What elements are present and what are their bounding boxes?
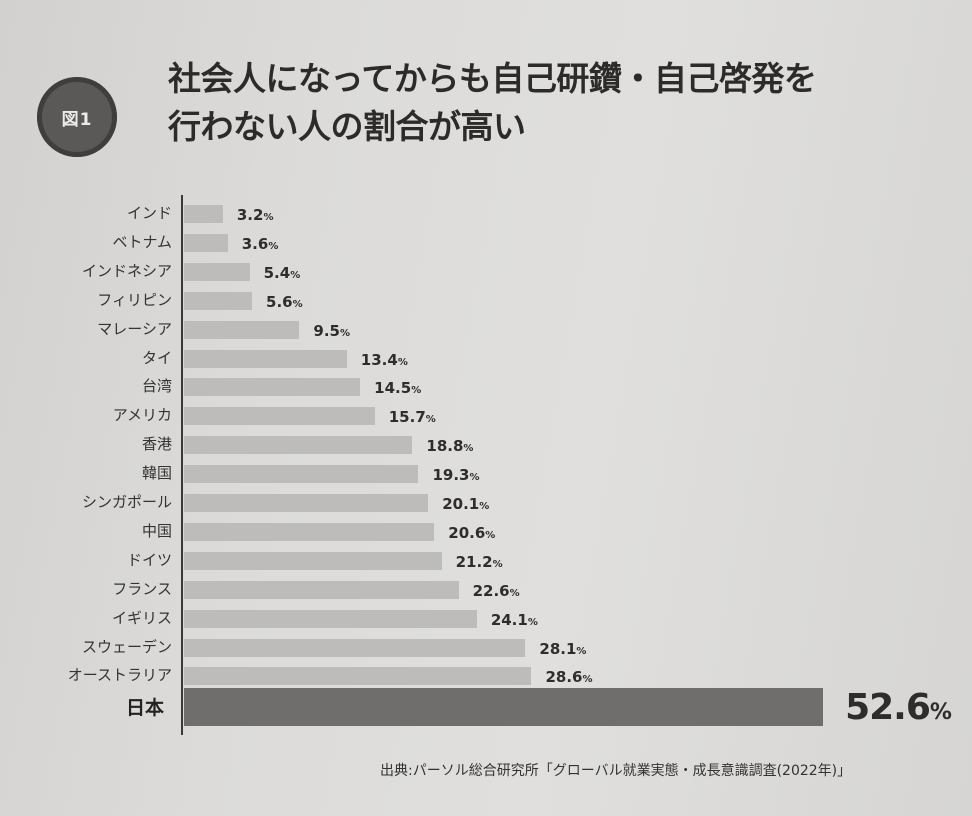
bar [184,494,429,512]
bar-row: オーストラリア 28.6% [0,665,972,686]
bar [184,321,300,339]
bar-row: 日本 52.6% [0,688,972,728]
bar-row: ベトナム 3.6% [0,232,972,253]
source-note: 出典:パーソル総合研究所「グローバル就業実態・成長意識調査(2022年)」 [380,763,852,779]
figure-number: 図1 [61,109,93,130]
value-label: 24.1% [490,611,538,629]
bar-row: イギリス 24.1% [0,608,972,629]
bar [184,263,250,281]
bar-row: スウェーデン 28.1% [0,637,972,658]
bar-row: 韓国 19.3% [0,463,972,484]
category-label: 日本 [125,697,164,719]
highlight-bar [184,688,824,726]
bar [184,610,477,628]
category-label: マレーシア [97,320,172,338]
bar [184,407,375,425]
bar [184,350,347,368]
category-label: アメリカ [112,406,172,424]
bar-row: シンガポール 20.1% [0,492,972,513]
category-label: 香港 [141,435,172,453]
figure-badge: 図1 [37,77,117,157]
value-label: 19.3% [432,466,480,484]
value-label: 15.7% [388,408,436,426]
value-label: 13.4% [360,351,408,369]
bar [184,205,223,223]
title-line-2: 行わない人の割合が高い [168,107,526,146]
bar-row: 中国 20.6% [0,521,972,542]
value-label: 14.5% [374,379,422,397]
category-label: ドイツ [126,551,172,569]
bar-row: ドイツ 21.2% [0,550,972,571]
category-label: インドネシア [81,262,172,280]
category-label: フランス [112,580,172,598]
value-label: 3.6% [241,235,279,253]
value-label: 20.1% [442,495,490,513]
category-label: インド [126,204,172,222]
bar-row: 台湾 14.5% [0,376,972,397]
value-label: 5.4% [263,264,301,282]
bar-row: アメリカ 15.7% [0,405,972,426]
category-label: スウェーデン [81,638,172,656]
y-axis-line [181,195,183,735]
bar [184,436,413,454]
bar-row: タイ 13.4% [0,348,972,369]
bar-row: フィリピン 5.6% [0,290,972,311]
bar [184,639,526,657]
category-label: 中国 [141,522,172,540]
bar-row: マレーシア 9.5% [0,319,972,340]
category-label: タイ [141,349,172,367]
bar-row: インド 3.2% [0,203,972,224]
title-line-1: 社会人になってからも自己研鑽・自己啓発を [168,59,817,98]
bar [184,465,419,483]
category-label: フィリピン [97,291,172,309]
bar [184,523,435,541]
category-label: 韓国 [141,464,172,482]
category-label: 台湾 [141,377,172,395]
value-label: 21.2% [455,553,503,571]
bar [184,667,532,685]
value-label: 28.1% [539,640,587,658]
value-label: 20.6% [448,524,496,542]
bar [184,292,253,310]
bar [184,552,442,570]
value-label: 3.2% [236,206,274,224]
bar-chart: インド 3.2% ベトナム 3.6% インドネシア 5.4% フィリピン 5.6% マレーシア 9… [0,195,972,740]
value-label: 22.6% [472,582,520,600]
chart-title: 社会人になってからも自己研鑽・自己啓発を 行わない人の割合が高い [168,55,848,151]
value-label: 52.6% [845,687,952,728]
bar-row: インドネシア 5.4% [0,261,972,282]
category-label: イギリス [111,609,172,627]
bar [184,378,361,396]
value-label: 9.5% [313,322,351,340]
value-label: 18.8% [426,437,474,455]
value-label: 5.6% [266,293,303,311]
bar-row: 香港 18.8% [0,434,972,455]
category-label: オーストラリア [67,666,172,684]
value-label: 28.6% [545,668,593,686]
category-label: シンガポール [81,493,172,511]
category-label: ベトナム [112,233,172,251]
bar [184,234,228,252]
bar [184,581,459,599]
bar-row: フランス 22.6% [0,579,972,600]
